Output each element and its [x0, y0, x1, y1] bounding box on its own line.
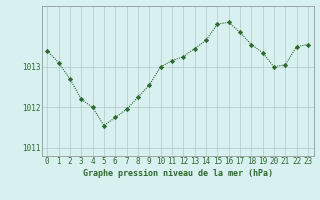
X-axis label: Graphe pression niveau de la mer (hPa): Graphe pression niveau de la mer (hPa): [83, 169, 273, 178]
